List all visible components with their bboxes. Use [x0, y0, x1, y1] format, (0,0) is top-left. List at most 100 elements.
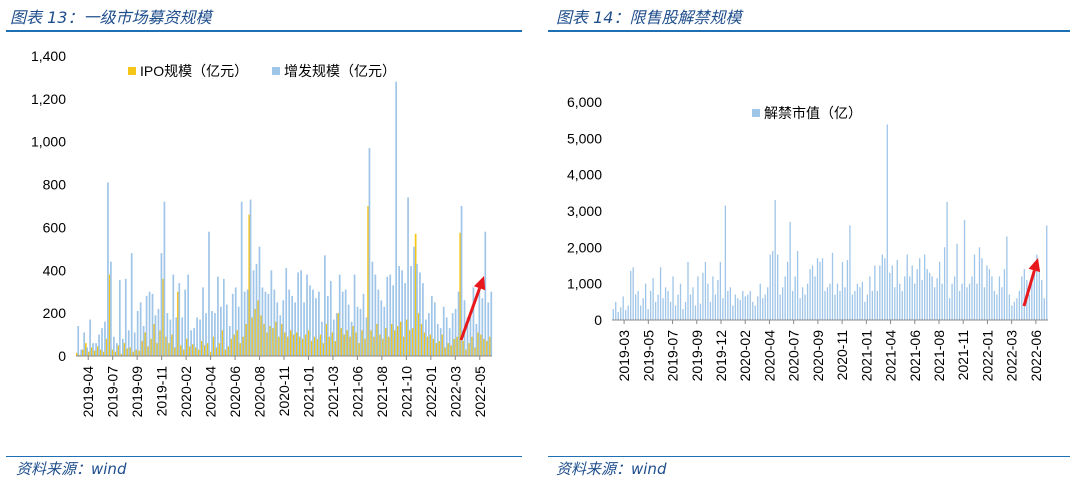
bar	[138, 350, 141, 356]
bar	[1021, 276, 1023, 320]
bar	[834, 294, 836, 320]
bar	[79, 354, 81, 356]
bar	[931, 276, 933, 320]
bar	[107, 182, 109, 356]
bar	[270, 270, 273, 356]
bar	[796, 250, 799, 320]
bar	[188, 346, 191, 356]
bar	[159, 330, 161, 356]
bar	[101, 328, 103, 356]
bar	[814, 276, 816, 320]
bar	[228, 326, 231, 356]
bar	[377, 289, 380, 356]
bar	[153, 323, 155, 356]
bar	[392, 285, 395, 356]
trend-arrow-shaft	[459, 287, 482, 341]
bar	[677, 294, 679, 320]
bar	[876, 290, 878, 320]
bar	[249, 199, 252, 356]
bar	[988, 269, 991, 320]
bar	[462, 341, 465, 356]
x-tick-label: 2021-01	[300, 366, 316, 418]
bar	[160, 253, 163, 356]
bar	[442, 306, 445, 356]
bar	[129, 347, 132, 356]
x-tick-label: 2020-07	[786, 330, 802, 382]
bar	[227, 346, 230, 356]
bar	[313, 336, 316, 356]
bar	[481, 298, 484, 356]
bar	[637, 290, 639, 320]
bar	[337, 313, 340, 356]
bar	[121, 338, 124, 356]
x-tick-label: 2020-08	[252, 366, 268, 418]
bar	[156, 343, 158, 356]
bar	[896, 260, 898, 320]
bar	[335, 313, 338, 356]
bar	[1031, 276, 1033, 320]
bar	[871, 290, 873, 320]
bar	[199, 319, 201, 356]
x-tick-label: 2022-03	[447, 366, 463, 418]
bar	[298, 336, 301, 356]
bar	[205, 313, 207, 356]
bar	[474, 347, 476, 356]
bar	[81, 349, 84, 356]
bar	[187, 274, 190, 356]
bar	[285, 268, 288, 356]
bar	[168, 343, 170, 356]
bar	[411, 328, 414, 356]
bar	[203, 345, 206, 356]
x-tick-label: 2022-03	[1004, 330, 1020, 382]
y-tick-label: 1,400	[31, 48, 66, 64]
bar	[318, 291, 320, 356]
bar	[879, 265, 881, 320]
bar	[640, 305, 642, 320]
bar	[148, 291, 151, 356]
bar	[174, 347, 176, 356]
bar	[866, 294, 869, 320]
bar	[911, 265, 913, 320]
bar	[732, 305, 734, 320]
left-source-note: 资料来源：wind	[16, 460, 127, 478]
bar	[217, 276, 219, 356]
bar	[279, 315, 282, 356]
bar	[385, 328, 387, 356]
bar	[1041, 280, 1043, 320]
bar	[627, 305, 629, 320]
left-source-rule	[6, 456, 522, 457]
bar	[136, 311, 139, 356]
bar	[674, 305, 677, 320]
right-source-rule	[548, 456, 1070, 457]
bar	[341, 291, 344, 356]
bar	[135, 349, 138, 356]
bar	[393, 330, 396, 356]
bar	[124, 278, 127, 356]
bar	[177, 291, 179, 356]
bar	[849, 225, 851, 320]
bar	[456, 336, 459, 356]
x-tick-label: 2019-09	[129, 366, 145, 418]
bar	[859, 287, 861, 320]
left-panel-title: 图表 13：一级市场募资规模	[10, 8, 212, 27]
bar	[139, 302, 142, 356]
bar	[468, 343, 470, 356]
bar	[306, 274, 308, 356]
right-title-rule	[548, 30, 1070, 32]
bar	[694, 305, 697, 320]
bar	[144, 332, 147, 356]
bar	[281, 323, 283, 356]
bar	[132, 351, 135, 356]
trend-arrow-head	[473, 276, 486, 291]
bar	[288, 289, 291, 356]
legend-swatch	[752, 109, 760, 117]
bar	[127, 330, 130, 356]
bar	[632, 267, 634, 320]
bar	[687, 261, 689, 320]
bar	[724, 205, 727, 320]
bar	[689, 294, 692, 320]
x-tick-label: 2020-04	[761, 330, 777, 382]
x-tick-label: 2020-04	[203, 366, 219, 418]
bar	[659, 267, 662, 320]
bar	[916, 269, 918, 320]
